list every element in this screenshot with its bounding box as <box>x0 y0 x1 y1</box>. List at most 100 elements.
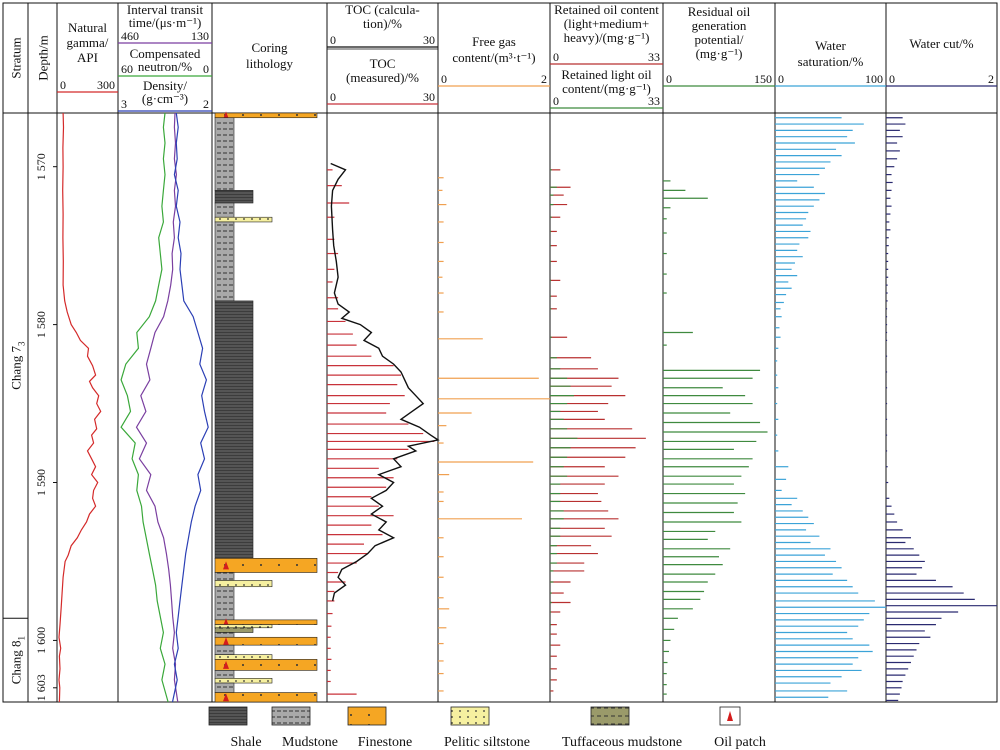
interval-transit-min: 460 <box>121 29 139 43</box>
retained-total-title: (light+medium+ <box>564 16 649 31</box>
legend-swatch-shale <box>208 706 248 726</box>
density-max: 2 <box>203 97 209 111</box>
lithology-interval-finestone <box>214 112 318 119</box>
lithology-interval-finestone <box>214 619 318 625</box>
gas-title: content/(m³·t⁻¹) <box>452 50 535 65</box>
gamma-min: 0 <box>60 78 66 92</box>
gamma-curve <box>58 112 102 703</box>
toc-calc-max: 30 <box>423 33 435 47</box>
legend-swatch-finestone <box>347 706 387 726</box>
residual-title: generation <box>692 18 747 33</box>
interval-transit-title: Interval transit <box>127 2 204 17</box>
water-cut-title: Water cut/% <box>909 36 973 51</box>
legend-label-pelitic-siltstone: Pelitic siltstone <box>444 735 530 750</box>
water-sat-title: saturation/% <box>798 54 864 69</box>
toc-meas-max: 30 <box>423 90 435 104</box>
legend-swatch-pelitic-siltstone <box>450 706 490 726</box>
lithology-interval-finestone <box>214 659 318 671</box>
stratum-header: Stratum <box>9 37 24 78</box>
lithology-interval-mudstone <box>214 682 235 693</box>
neutron-title: Compensated <box>130 46 201 61</box>
lithology-interval-pelitic-siltstone <box>214 654 273 660</box>
toc-calculated-curve <box>330 162 440 602</box>
density-min: 3 <box>121 97 127 111</box>
neutron-max: 0 <box>203 62 209 76</box>
lithology-title: Coring <box>251 40 288 55</box>
residual-min: 0 <box>666 72 672 86</box>
water-sat-min: 0 <box>778 72 784 86</box>
gas-title: Free gas <box>472 34 516 49</box>
lithology-interval-pelitic-siltstone <box>214 216 273 223</box>
outer-border <box>2 2 998 703</box>
retained-light-max: 33 <box>648 94 660 108</box>
depth-tick-label: 1 580 <box>34 311 48 338</box>
legend-label-oil-patch: Oil patch <box>714 735 766 750</box>
lithology-interval-mudstone <box>214 670 235 679</box>
lithology-interval-tuffaceous-mudstone <box>214 627 254 633</box>
lithology-interval-mudstone <box>214 202 235 218</box>
toc-calc-min: 0 <box>330 33 336 47</box>
toc-calc-title: tion)/% <box>363 16 402 31</box>
gamma-max: 300 <box>97 78 115 92</box>
retained-total-max: 33 <box>648 50 660 64</box>
legend-swatch-mudstone <box>271 706 311 726</box>
lithology-interval-shale <box>214 300 254 559</box>
gamma-title: Natural <box>68 20 107 35</box>
density-title: (g·cm⁻³) <box>142 91 188 106</box>
water-sat-title: Water <box>815 38 846 53</box>
lithology-interval-pelitic-siltstone <box>214 580 273 588</box>
toc-meas-title: TOC <box>370 56 396 71</box>
lithology-interval-shale <box>214 190 254 204</box>
legend-oil-patch-icon <box>727 711 733 721</box>
lithology-title: lithology <box>246 56 293 71</box>
residual-title: (mg·g⁻¹) <box>696 46 743 61</box>
log-curves <box>58 111 997 703</box>
depth-tick-label: 1 590 <box>34 469 48 496</box>
depth-axis: 1 570 1 580 1 590 1 600 1 603 <box>34 153 57 701</box>
legend-label-tuffaceous-mudstone: Tuffaceous mudstone <box>562 735 682 750</box>
depth-tick-label: 1 603 <box>34 674 48 701</box>
stratum-column: Chang 73 Chang 81 <box>3 341 28 684</box>
density-title: Density/ <box>143 78 187 93</box>
oil-patch-marker <box>223 637 229 646</box>
density-curve <box>171 112 209 703</box>
residual-max: 150 <box>754 72 772 86</box>
legend-label-mudstone: Mudstone <box>282 735 338 750</box>
residual-title: Residual oil <box>688 4 751 19</box>
retained-light-title: content/(mg·g⁻¹) <box>562 81 651 96</box>
lithology-interval-finestone <box>214 692 318 703</box>
oil-patch-marker <box>223 618 229 627</box>
stratum-unit-label: Chang 81 <box>9 636 27 684</box>
neutron-min: 60 <box>121 62 133 76</box>
neutron-curve <box>120 112 169 703</box>
retained-light-title: Retained light oil <box>561 67 652 82</box>
legend-label-finestone: Finestone <box>358 735 412 750</box>
toc-meas-min: 0 <box>330 90 336 104</box>
depth-tick-label: 1 570 <box>34 153 48 180</box>
interval-transit-title: time/(μs·m⁻¹) <box>129 15 202 30</box>
retained-light-min: 0 <box>553 94 559 108</box>
water-sat-max: 100 <box>865 72 883 86</box>
lithology-interval-mudstone <box>214 117 235 191</box>
legend-label-shale: Shale <box>230 735 261 750</box>
oil-patch-marker <box>223 561 229 570</box>
oil-patch-marker <box>223 660 229 669</box>
lithology-interval-pelitic-siltstone <box>214 624 273 629</box>
gas-min: 0 <box>441 72 447 86</box>
retained-total-title: Retained oil content <box>554 2 659 17</box>
interval-transit-curve <box>135 112 179 703</box>
gamma-title: API <box>77 50 98 65</box>
lithology-interval-pelitic-siltstone <box>214 678 273 684</box>
water-cut-min: 0 <box>889 72 895 86</box>
lithology-interval-mudstone <box>214 632 235 638</box>
gas-max: 2 <box>541 72 547 86</box>
track-frame <box>2 2 998 703</box>
lithology-interval-finestone <box>214 558 318 573</box>
lithology-interval-mudstone <box>214 586 235 621</box>
residual-title: potential/ <box>694 32 743 47</box>
lithology-interval-mudstone <box>214 572 235 581</box>
toc-meas-title: (measured)/% <box>346 70 419 85</box>
depth-tick-label: 1 600 <box>34 627 48 654</box>
retained-total-min: 0 <box>553 50 559 64</box>
lithology-interval-mudstone <box>214 221 235 302</box>
